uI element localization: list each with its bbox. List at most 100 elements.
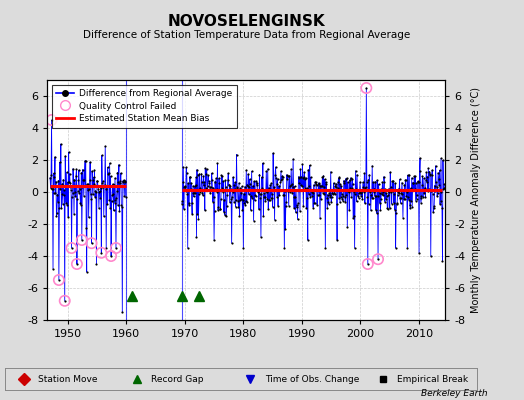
Point: [351, 191, 359, 198]
Point: [212, 175, 220, 182]
Point: [61, 153, 69, 159]
Point: [391, 180, 399, 186]
Point: [78, 237, 86, 243]
Point: [201, 165, 210, 172]
Point: [224, 177, 232, 184]
Point: [117, 170, 125, 176]
Point: [299, 175, 307, 181]
Point: [352, 198, 361, 205]
Point: [259, 213, 268, 220]
Point: [231, 179, 239, 186]
Point: [179, 164, 188, 170]
Point: [352, 168, 360, 174]
Point: [294, 200, 302, 207]
Point: [268, 204, 277, 210]
Point: [284, 188, 292, 195]
Point: [181, 183, 189, 189]
Point: [194, 216, 203, 222]
Point: [366, 188, 374, 194]
Point: [364, 261, 372, 267]
Point: [367, 191, 375, 198]
Point: [376, 190, 384, 196]
Point: [53, 191, 62, 198]
Point: [84, 181, 92, 187]
Point: [261, 198, 269, 204]
Point: [405, 172, 413, 178]
Point: [383, 205, 391, 212]
Point: [368, 195, 377, 201]
Point: [244, 171, 253, 177]
Point: [314, 180, 323, 186]
Point: [220, 209, 228, 215]
Point: [257, 234, 265, 240]
Point: [341, 199, 350, 205]
Point: [100, 183, 108, 189]
Point: [379, 192, 387, 198]
Point: [49, 170, 58, 176]
Point: [120, 193, 128, 200]
Point: [203, 166, 211, 172]
Text: Difference of Station Temperature Data from Regional Average: Difference of Station Temperature Data f…: [83, 30, 410, 40]
Point: [413, 192, 421, 199]
Point: [369, 179, 377, 185]
Point: [88, 240, 96, 246]
Point: [117, 204, 126, 210]
Point: [107, 253, 115, 259]
Point: [364, 176, 373, 183]
Point: [279, 174, 287, 181]
Point: [222, 184, 230, 191]
Point: [75, 185, 84, 192]
Point: [206, 187, 215, 194]
Point: [358, 188, 366, 194]
Point: [221, 212, 229, 218]
Point: [394, 192, 402, 198]
Point: [183, 190, 191, 197]
Point: [424, 165, 432, 172]
Point: [112, 245, 120, 251]
Point: [225, 199, 234, 206]
Point: [103, 164, 112, 170]
Point: [331, 191, 339, 197]
Point: [408, 175, 416, 181]
Point: [349, 214, 357, 221]
Point: [428, 172, 436, 178]
Point: [97, 250, 105, 256]
Point: [439, 186, 447, 192]
Point: [280, 245, 289, 251]
Point: [432, 179, 440, 185]
Point: [281, 188, 289, 194]
Point: [234, 203, 243, 210]
Point: [215, 180, 224, 186]
Point: [313, 192, 322, 198]
Point: [375, 200, 384, 206]
Point: [441, 186, 449, 192]
Point: [365, 172, 374, 178]
Point: [346, 185, 354, 191]
Point: [246, 176, 254, 182]
Point: [90, 167, 99, 173]
Point: [279, 192, 288, 198]
Point: [323, 205, 332, 211]
Text: Record Gap: Record Gap: [151, 374, 204, 384]
Point: [118, 178, 127, 184]
Point: [298, 182, 306, 189]
Point: [94, 186, 103, 192]
Point: [260, 194, 269, 200]
Point: [316, 196, 325, 202]
Point: [233, 184, 241, 190]
Point: [414, 179, 423, 185]
Point: [253, 182, 261, 188]
Point: [88, 240, 96, 246]
Point: [422, 169, 431, 176]
Point: [53, 199, 62, 205]
Point: [321, 176, 329, 182]
Point: [213, 160, 222, 167]
Point: [228, 194, 236, 200]
Point: [303, 194, 311, 201]
Point: [197, 170, 205, 177]
Point: [427, 188, 435, 194]
Text: Station Move: Station Move: [38, 374, 98, 384]
Point: [374, 181, 383, 187]
Point: [75, 190, 83, 196]
Point: [92, 189, 100, 195]
